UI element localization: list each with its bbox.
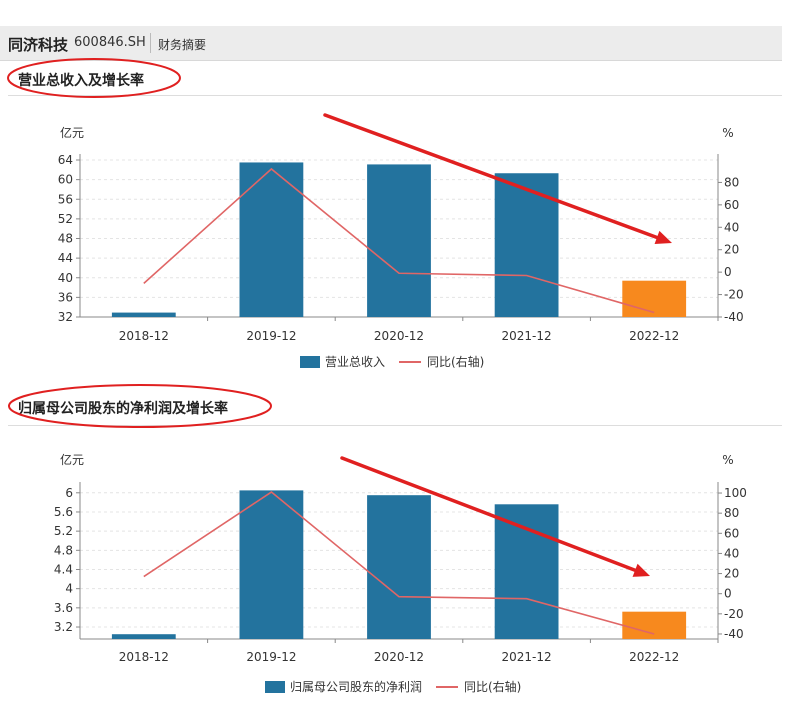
tab-financial-summary[interactable]: 财务摘要 — [158, 38, 207, 52]
right-tick-label: 0 — [724, 265, 732, 279]
company-name: 同济科技 — [8, 36, 69, 54]
left-tick-label: 4 — [65, 582, 73, 596]
x-tick-label: 2020-12 — [374, 650, 424, 664]
right-tick-label: 60 — [724, 198, 739, 212]
stock-code: 600846.SH — [74, 35, 146, 50]
right-tick-label: -40 — [724, 627, 744, 641]
left-tick-label: 36 — [58, 290, 73, 304]
legend-line-label: 同比(右轴) — [464, 679, 521, 694]
trend-arrow-shaft — [323, 113, 659, 240]
x-tick-label: 2022-12 — [629, 329, 679, 343]
right-axis-unit: % — [722, 453, 733, 467]
left-axis-unit: 亿元 — [60, 452, 84, 467]
legend-bar-swatch — [300, 356, 320, 368]
stock-header-bar: 同济科技 600846.SH 财务摘要 — [0, 26, 782, 61]
title-highlight-ellipse — [8, 384, 272, 428]
left-axis-unit: 亿元 — [60, 125, 84, 140]
bar — [111, 634, 176, 639]
trend-arrow-head — [654, 230, 672, 245]
left-tick-label: 6 — [65, 486, 73, 500]
bar — [239, 490, 304, 639]
right-tick-label: 20 — [724, 567, 739, 581]
right-tick-label: 40 — [724, 220, 739, 234]
legend-bar-label: 营业总收入 — [325, 355, 385, 369]
chart1-title: 营业总收入及增长率 — [18, 73, 144, 89]
right-tick-label: 0 — [724, 587, 732, 601]
title-highlight-ellipse — [7, 58, 181, 98]
x-tick-label: 2018-12 — [119, 650, 169, 664]
legend-bar-swatch — [265, 681, 285, 693]
right-tick-label: 100 — [724, 486, 747, 500]
left-tick-label: 56 — [58, 192, 73, 206]
left-tick-label: 60 — [58, 173, 73, 187]
legend-bar-label: 归属母公司股东的净利润 — [290, 679, 422, 694]
chart1-divider — [8, 95, 782, 96]
left-tick-label: 4.4 — [54, 562, 73, 576]
revenue-chart: 32 36 40 44 48 52 56 60 64 -40 -20 0 20 40 60 80 亿元 % 2018… — [7, 58, 744, 369]
left-tick-label: 5.2 — [54, 524, 73, 538]
left-tick-label: 32 — [58, 310, 73, 324]
right-tick-label: 40 — [724, 546, 739, 560]
left-tick-label: 64 — [58, 153, 73, 167]
bar — [239, 162, 304, 317]
left-tick-label: 3.2 — [54, 620, 73, 634]
bar — [367, 495, 431, 639]
growth-line — [143, 167, 655, 314]
left-tick-label: 5.6 — [54, 505, 73, 519]
right-axis-unit: % — [722, 126, 733, 140]
left-tick-label: 52 — [58, 212, 73, 226]
trend-arrow-head — [632, 563, 650, 577]
left-tick-label: 40 — [58, 271, 73, 285]
x-tick-label: 2021-12 — [502, 650, 552, 664]
left-tick-label: 44 — [58, 251, 73, 265]
left-tick-label: 48 — [58, 232, 73, 246]
x-tick-label: 2019-12 — [246, 650, 296, 664]
left-tick-label: 4.8 — [54, 543, 73, 557]
bar — [622, 280, 687, 317]
bar — [111, 312, 176, 317]
x-tick-label: 2021-12 — [502, 329, 552, 343]
bar — [367, 164, 431, 317]
growth-line — [143, 491, 655, 635]
chart2-title: 归属母公司股东的净利润及增长率 — [18, 401, 228, 417]
x-tick-label: 2020-12 — [374, 329, 424, 343]
trend-arrow-shaft — [340, 456, 637, 573]
right-tick-label: -20 — [724, 607, 744, 621]
right-tick-label: -20 — [724, 288, 744, 302]
right-tick-label: -40 — [724, 310, 744, 324]
right-tick-label: 80 — [724, 175, 739, 189]
right-tick-label: 80 — [724, 506, 739, 520]
bar — [494, 173, 559, 317]
x-tick-label: 2022-12 — [629, 650, 679, 664]
x-tick-label: 2018-12 — [119, 329, 169, 343]
bar — [494, 504, 559, 639]
right-tick-label: 20 — [724, 243, 739, 257]
header-divider — [150, 33, 151, 53]
bar — [622, 611, 687, 639]
x-tick-label: 2019-12 — [246, 329, 296, 343]
left-tick-label: 3.6 — [54, 601, 73, 615]
net-profit-chart: 3.2 3.6 4 4.4 4.8 5.2 5.6 6 -40 -20 0 20 40 60 80 100 亿元… — [8, 384, 747, 694]
legend-line-label: 同比(右轴) — [427, 354, 484, 369]
right-tick-label: 60 — [724, 526, 739, 540]
chart2-divider — [8, 425, 782, 426]
